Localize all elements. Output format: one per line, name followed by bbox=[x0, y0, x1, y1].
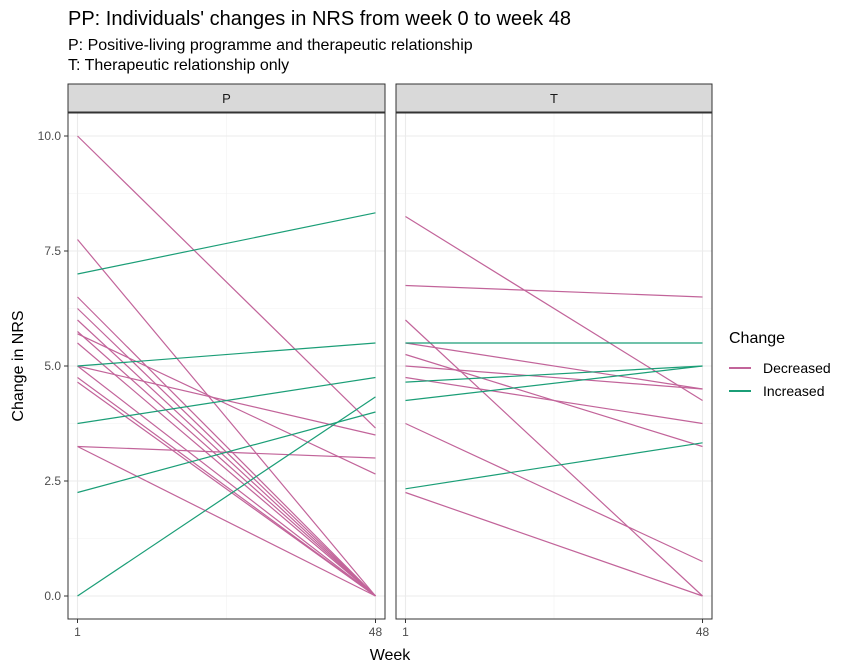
y-tick-label: 0.0 bbox=[44, 589, 61, 603]
series-line-decreased bbox=[405, 215, 703, 402]
series-line-decreased bbox=[77, 296, 376, 597]
series-line-increased bbox=[77, 212, 376, 275]
facet-strip-label: P bbox=[222, 91, 231, 106]
y-tick-label: 2.5 bbox=[44, 474, 61, 488]
x-tick-label: 1 bbox=[402, 625, 409, 639]
x-tick-label: 1 bbox=[74, 625, 81, 639]
legend-key-decreased bbox=[729, 366, 751, 369]
series-line-decreased bbox=[77, 381, 376, 597]
series-line-decreased bbox=[77, 342, 376, 597]
legend: Change Decreased Increased bbox=[729, 330, 831, 402]
legend-label-decreased: Decreased bbox=[763, 359, 831, 376]
series-line-increased bbox=[77, 342, 376, 367]
y-tick-label: 10.0 bbox=[38, 129, 62, 143]
legend-label-increased: Increased bbox=[763, 382, 825, 399]
series-line-decreased bbox=[405, 284, 703, 298]
x-tick-label: 48 bbox=[696, 625, 710, 639]
series-line-increased bbox=[77, 376, 376, 425]
legend-item-increased: Increased bbox=[729, 379, 831, 402]
y-tick-label: 5.0 bbox=[44, 359, 61, 373]
y-tick-label: 7.5 bbox=[44, 244, 61, 258]
facet-strip bbox=[67, 83, 386, 113]
series-line-decreased bbox=[405, 319, 703, 597]
y-axis-title: Change in NRS bbox=[10, 310, 27, 421]
facet-strip-label: T bbox=[550, 91, 558, 106]
series-line-decreased bbox=[405, 422, 703, 563]
series-line-decreased bbox=[77, 377, 376, 597]
series-line-decreased bbox=[77, 331, 376, 597]
legend-item-decreased: Decreased bbox=[729, 356, 831, 379]
series-line-decreased bbox=[77, 365, 376, 597]
series-line-decreased bbox=[77, 333, 376, 475]
series-line-increased bbox=[405, 442, 703, 490]
series-line-decreased bbox=[405, 376, 703, 425]
legend-key-increased bbox=[729, 389, 751, 392]
series-line-decreased bbox=[405, 365, 703, 390]
series-line-decreased bbox=[77, 319, 376, 597]
series-line-increased bbox=[77, 411, 376, 494]
series-line-increased bbox=[405, 365, 703, 402]
x-axis-title: Week bbox=[370, 647, 412, 664]
panel-border bbox=[395, 112, 713, 620]
series-line-decreased bbox=[77, 135, 376, 429]
series-line-decreased bbox=[405, 342, 703, 390]
series-line-increased bbox=[77, 396, 376, 597]
series-line-decreased bbox=[77, 445, 376, 597]
chart-subtitle-line-1: P: Positive-living programme and therape… bbox=[68, 37, 473, 54]
series-line-decreased bbox=[77, 239, 376, 597]
series-line-increased bbox=[405, 365, 703, 383]
chart-subtitle-line-2: T: Therapeutic relationship only bbox=[68, 57, 290, 74]
facet-strip bbox=[395, 83, 713, 113]
series-line-decreased bbox=[405, 491, 703, 597]
legend-title: Change bbox=[729, 330, 786, 347]
chart-title: PP: Individuals' changes in NRS from wee… bbox=[68, 8, 571, 30]
x-tick-label: 48 bbox=[369, 625, 383, 639]
